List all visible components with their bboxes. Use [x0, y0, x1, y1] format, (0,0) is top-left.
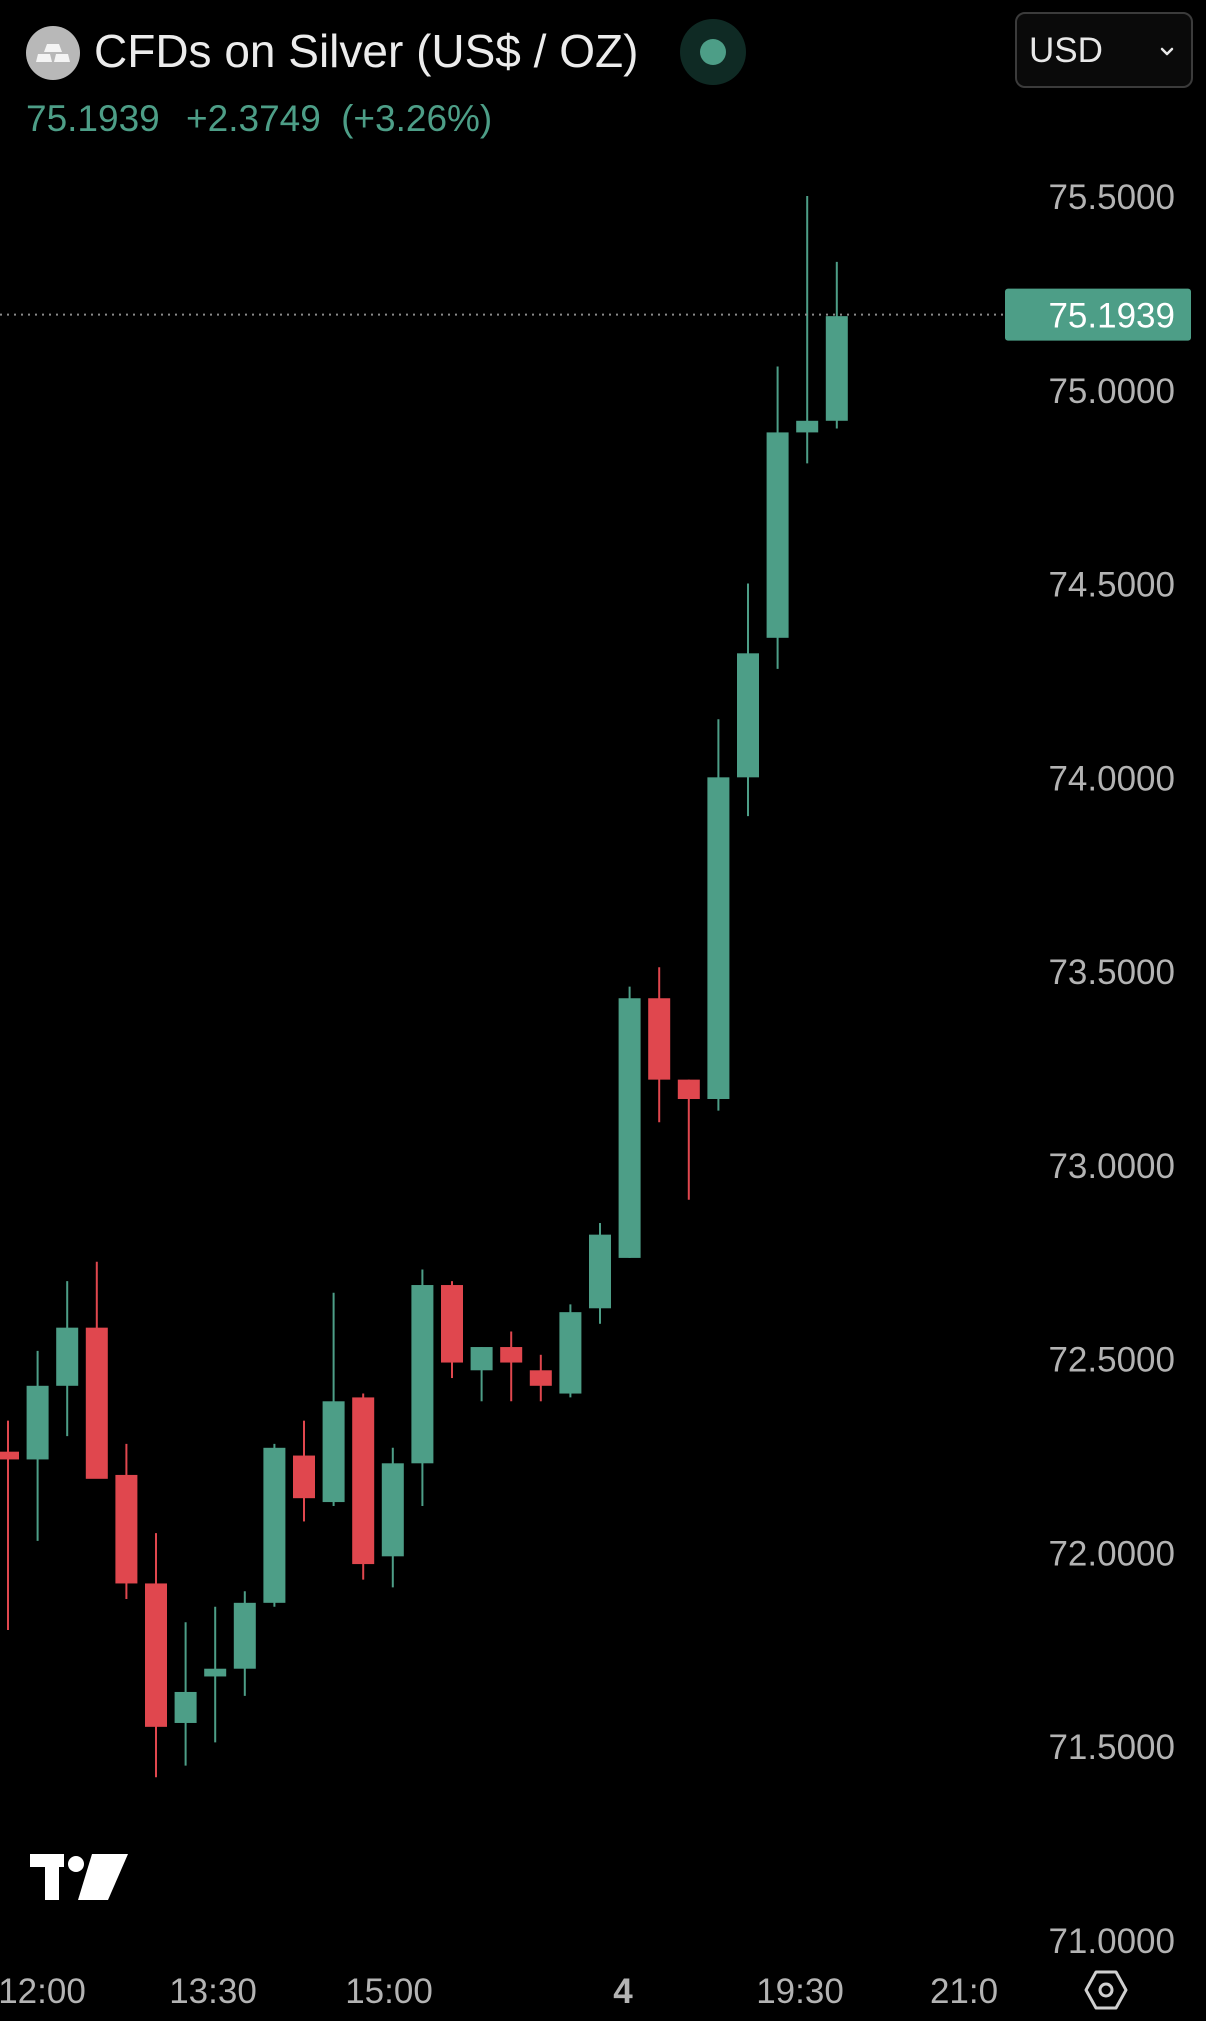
price-change: +2.3749: [186, 98, 321, 139]
price-tick-label: 73.0000: [1048, 1147, 1175, 1186]
candle-body: [618, 998, 641, 1258]
candle-body: [677, 1079, 700, 1100]
price-tick-label: 72.0000: [1048, 1534, 1175, 1573]
candle-body: [352, 1397, 375, 1565]
candle[interactable]: [174, 1622, 197, 1766]
candle[interactable]: [26, 1350, 49, 1541]
candle-body: [293, 1455, 315, 1499]
candle[interactable]: [0, 1420, 19, 1630]
price-tick-label: 74.5000: [1048, 566, 1175, 605]
candle[interactable]: [796, 196, 819, 464]
last-price-tag: 75.1939: [1005, 288, 1191, 341]
candle[interactable]: [233, 1591, 256, 1696]
currency-select[interactable]: USD: [1015, 12, 1193, 88]
market-status-indicator[interactable]: [680, 19, 746, 85]
currency-value: USD: [1029, 31, 1103, 70]
price-tick-label: 75.0000: [1048, 372, 1175, 411]
candle-body: [500, 1347, 523, 1363]
time-tick-label: 19:30: [756, 1972, 844, 2011]
last-price-tag-label: 75.1939: [1048, 297, 1175, 336]
candle[interactable]: [618, 986, 641, 1258]
time-tick-label: 15:00: [345, 1972, 433, 2011]
candle-body: [529, 1370, 552, 1386]
candle[interactable]: [529, 1354, 552, 1402]
silver-bars-icon[interactable]: [26, 26, 80, 80]
time-tick-label: 13:30: [169, 1972, 257, 2011]
candle-body: [766, 432, 789, 638]
candle[interactable]: [381, 1447, 404, 1588]
chart-header: CFDs on Silver (US$ / OZ) USD 75.1939 +2…: [0, 0, 1206, 150]
candle-body: [796, 420, 819, 433]
candle-body: [737, 653, 759, 778]
candle[interactable]: [56, 1281, 79, 1437]
candle[interactable]: [85, 1261, 108, 1479]
symbol-title[interactable]: CFDs on Silver (US$ / OZ): [94, 25, 639, 77]
candle[interactable]: [677, 1079, 700, 1200]
settings-icon[interactable]: [1082, 1966, 1130, 2014]
candle-body: [56, 1327, 79, 1386]
price-tick-label: 75.5000: [1048, 178, 1175, 217]
candle-body: [559, 1312, 582, 1394]
price-tick-label: 71.5000: [1048, 1728, 1175, 1767]
candle[interactable]: [293, 1420, 315, 1522]
candle-body: [825, 316, 848, 421]
candle[interactable]: [145, 1533, 167, 1778]
candle-body: [0, 1451, 19, 1460]
candle[interactable]: [589, 1223, 611, 1324]
candle[interactable]: [766, 366, 789, 669]
candle-body: [145, 1583, 167, 1727]
candle[interactable]: [352, 1393, 375, 1580]
time-axis: 12:00 13:30 15:00 4 19:30 21:0: [0, 1972, 998, 2011]
candle-body: [411, 1285, 434, 1464]
candle-body: [470, 1347, 493, 1371]
candle[interactable]: [825, 261, 848, 429]
candle-body: [115, 1474, 138, 1584]
candle-body: [26, 1385, 49, 1460]
last-price-tag-bg: [1005, 288, 1191, 341]
candle-body: [174, 1691, 197, 1723]
candle-body: [441, 1285, 463, 1363]
price-change-percent: (+3.26%): [341, 98, 493, 139]
price-tick-label: 74.0000: [1048, 759, 1175, 798]
candle[interactable]: [648, 967, 671, 1123]
candle[interactable]: [204, 1606, 227, 1743]
candle[interactable]: [559, 1304, 582, 1398]
candle[interactable]: [707, 719, 730, 1111]
candle[interactable]: [737, 583, 759, 817]
price-axis: 75.5000 75.0000 74.5000 74.0000 73.5000 73.00…: [1048, 178, 1175, 1961]
candle-body: [322, 1401, 345, 1503]
candle[interactable]: [441, 1281, 463, 1379]
candle-body: [589, 1234, 611, 1309]
price-tick-label: 71.0000: [1048, 1922, 1175, 1961]
price-tick-label: 73.5000: [1048, 953, 1175, 992]
candle-body: [381, 1463, 404, 1557]
candles-layer: [0, 196, 848, 1778]
time-tick-label: 4: [613, 1972, 633, 2011]
time-tick-label: 12:00: [0, 1972, 86, 2011]
candle-body: [263, 1447, 286, 1603]
candle[interactable]: [322, 1292, 345, 1506]
candle-body: [648, 998, 671, 1080]
candle-body: [204, 1668, 227, 1677]
price-tick-label: 72.5000: [1048, 1341, 1175, 1380]
candle[interactable]: [411, 1269, 434, 1506]
candle[interactable]: [500, 1331, 523, 1402]
candle[interactable]: [470, 1347, 493, 1402]
chevron-down-icon: [1160, 47, 1174, 56]
time-tick-label: 21:0: [930, 1972, 998, 2011]
tradingview-logo[interactable]: [30, 1852, 130, 1902]
candle-body: [707, 777, 730, 1100]
last-price: 75.1939: [26, 98, 160, 139]
candle-body: [85, 1327, 108, 1479]
candle[interactable]: [115, 1443, 138, 1599]
candle[interactable]: [263, 1443, 286, 1607]
candle-body: [233, 1602, 256, 1669]
quote-line: 75.1939 +2.3749 (+3.26%): [26, 94, 492, 144]
